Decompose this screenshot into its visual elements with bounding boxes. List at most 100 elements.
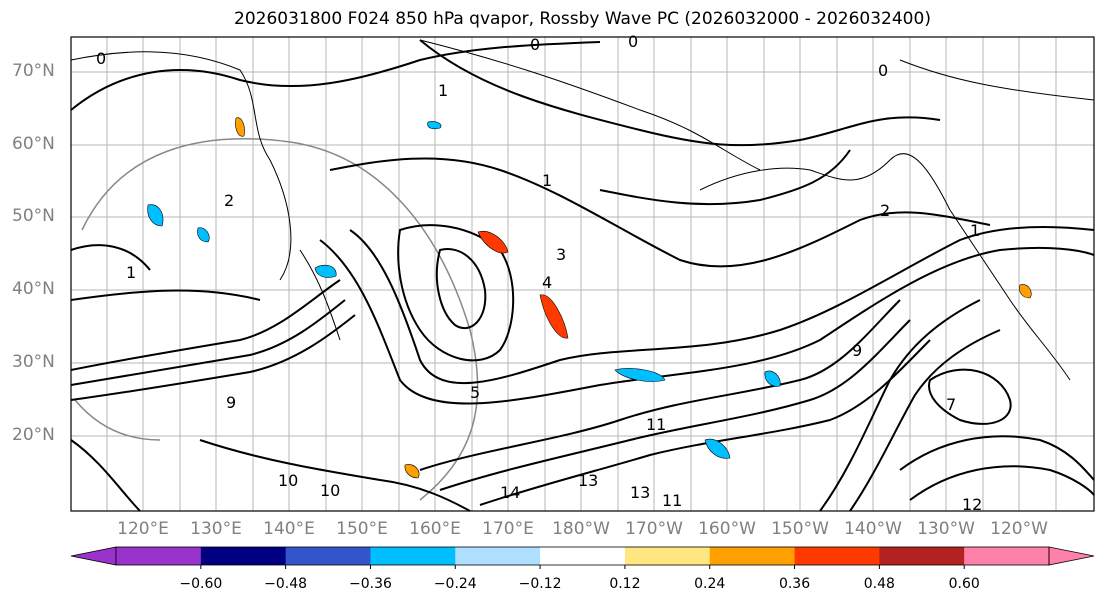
contour-label: 11 — [662, 491, 682, 510]
lon-label-150w: 150°W — [771, 519, 829, 539]
colorbar-tick-label: 0.36 — [778, 576, 811, 592]
contour-line — [329, 157, 991, 268]
contour-label: 1 — [542, 171, 552, 190]
positive-anomaly-patch — [539, 294, 569, 339]
contour-label: 10 — [320, 481, 340, 500]
contour-line — [435, 248, 487, 330]
positive-anomaly-patch — [404, 464, 420, 479]
contour-label: 13 — [578, 471, 598, 490]
lon-label-120w: 120°W — [990, 519, 1048, 539]
contour-line — [70, 279, 341, 371]
lat-label-70n: 70°N — [12, 61, 55, 81]
contour-line — [397, 224, 515, 362]
lon-label-160e: 160°E — [409, 519, 461, 539]
contour-line — [70, 314, 356, 401]
colorbar-tick-label: −0.60 — [179, 576, 223, 592]
contour-label: 2 — [224, 191, 234, 210]
contour-label: 14 — [500, 483, 520, 502]
colorbar-segment — [879, 547, 965, 565]
colorbar — [70, 546, 1095, 569]
lon-label-160w: 160°W — [698, 519, 756, 539]
colorbar-segment — [455, 547, 541, 565]
contour-label: 1 — [438, 81, 448, 100]
contour-label: 5 — [470, 383, 480, 402]
reference-arc-2 — [74, 399, 161, 441]
negative-anomaly-patch — [314, 264, 337, 278]
colorbar-tick-label: −0.24 — [433, 576, 477, 592]
colorbar-extend-min — [70, 546, 117, 566]
contour-line — [439, 319, 911, 491]
negative-anomaly-patch — [614, 368, 666, 382]
colorbar-extend-max — [1048, 546, 1095, 566]
colorbar-tick-label: 0.48 — [863, 576, 895, 592]
colorbar-tick-label: 0.60 — [948, 576, 980, 592]
contour-label: 0 — [628, 32, 638, 51]
negative-anomaly-patch — [197, 227, 210, 243]
contour-label: 0 — [530, 35, 540, 54]
contour-label: 9 — [226, 393, 236, 412]
colorbar-segment — [794, 547, 880, 565]
colorbar-segment — [540, 547, 626, 565]
contour-label: 13 — [630, 483, 650, 502]
contour-line — [899, 435, 1095, 481]
positive-anomaly-patch — [477, 230, 509, 254]
lat-label-60n: 60°N — [12, 134, 55, 154]
colorbar-segment — [709, 547, 796, 565]
colorbar-tick-label: −0.12 — [518, 576, 562, 592]
lon-label-170w: 170°W — [625, 519, 683, 539]
colorbar-segment — [624, 547, 711, 565]
contour-label: 11 — [646, 415, 666, 434]
lon-label-170e: 170°E — [482, 519, 534, 539]
reference-arc — [81, 138, 479, 501]
colorbar-segment — [964, 547, 1050, 565]
lat-label-50n: 50°N — [12, 206, 55, 226]
colorbar-tick-label: −0.48 — [264, 576, 308, 592]
contour-label: 2 — [880, 201, 890, 220]
contour-line — [419, 299, 901, 471]
contour-line — [70, 41, 601, 111]
anomaly-patches — [147, 117, 1032, 479]
colorbar-segment — [285, 547, 371, 565]
contour-line — [849, 329, 1001, 512]
colorbar-tick-label: −0.36 — [349, 576, 392, 592]
contour-label: 3 — [556, 245, 566, 264]
positive-anomaly-patch — [235, 117, 245, 137]
coastline-japan — [299, 249, 341, 341]
contour-label: 0 — [96, 49, 106, 68]
contour-line — [599, 149, 851, 206]
lon-label-120e: 120°E — [117, 519, 169, 539]
contour-line — [70, 244, 151, 271]
negative-anomaly-patch — [764, 370, 781, 387]
map-background — [71, 37, 1094, 511]
lat-label-20n: 20°N — [12, 425, 55, 445]
contour-line — [819, 299, 981, 512]
positive-anomaly-patch — [1019, 284, 1032, 299]
lon-label-150e: 150°E — [336, 519, 388, 539]
map-frame — [70, 36, 1095, 512]
contour-label: 9 — [852, 341, 862, 360]
contour-label: 10 — [278, 471, 298, 490]
negative-anomaly-patch — [704, 438, 731, 459]
colorbar-segment — [370, 547, 456, 565]
colorbar-outline — [115, 546, 1050, 566]
colorbar-segment — [116, 547, 202, 565]
contour-line — [70, 439, 141, 512]
contour-label: 7 — [946, 395, 956, 414]
contour-line — [199, 439, 471, 512]
lon-label-130w: 130°W — [917, 519, 975, 539]
coastline-asia — [70, 51, 292, 281]
colorbar-segment — [200, 547, 287, 565]
contour-label: 1 — [970, 221, 980, 240]
colorbar-tick-label: 0.12 — [609, 576, 641, 592]
contour-line — [928, 368, 1012, 425]
contour-line — [479, 339, 931, 506]
colorbar-tick-label: 0.24 — [694, 576, 726, 592]
lon-label-140w: 140°W — [844, 519, 902, 539]
lon-label-140e: 140°E — [263, 519, 315, 539]
contour-line — [319, 239, 1095, 405]
coastline-arctic — [419, 39, 761, 171]
contours — [70, 39, 1095, 512]
map-title: 2026031800 F024 850 hPa qvapor, Rossby W… — [234, 9, 931, 29]
negative-anomaly-patch — [427, 121, 442, 130]
